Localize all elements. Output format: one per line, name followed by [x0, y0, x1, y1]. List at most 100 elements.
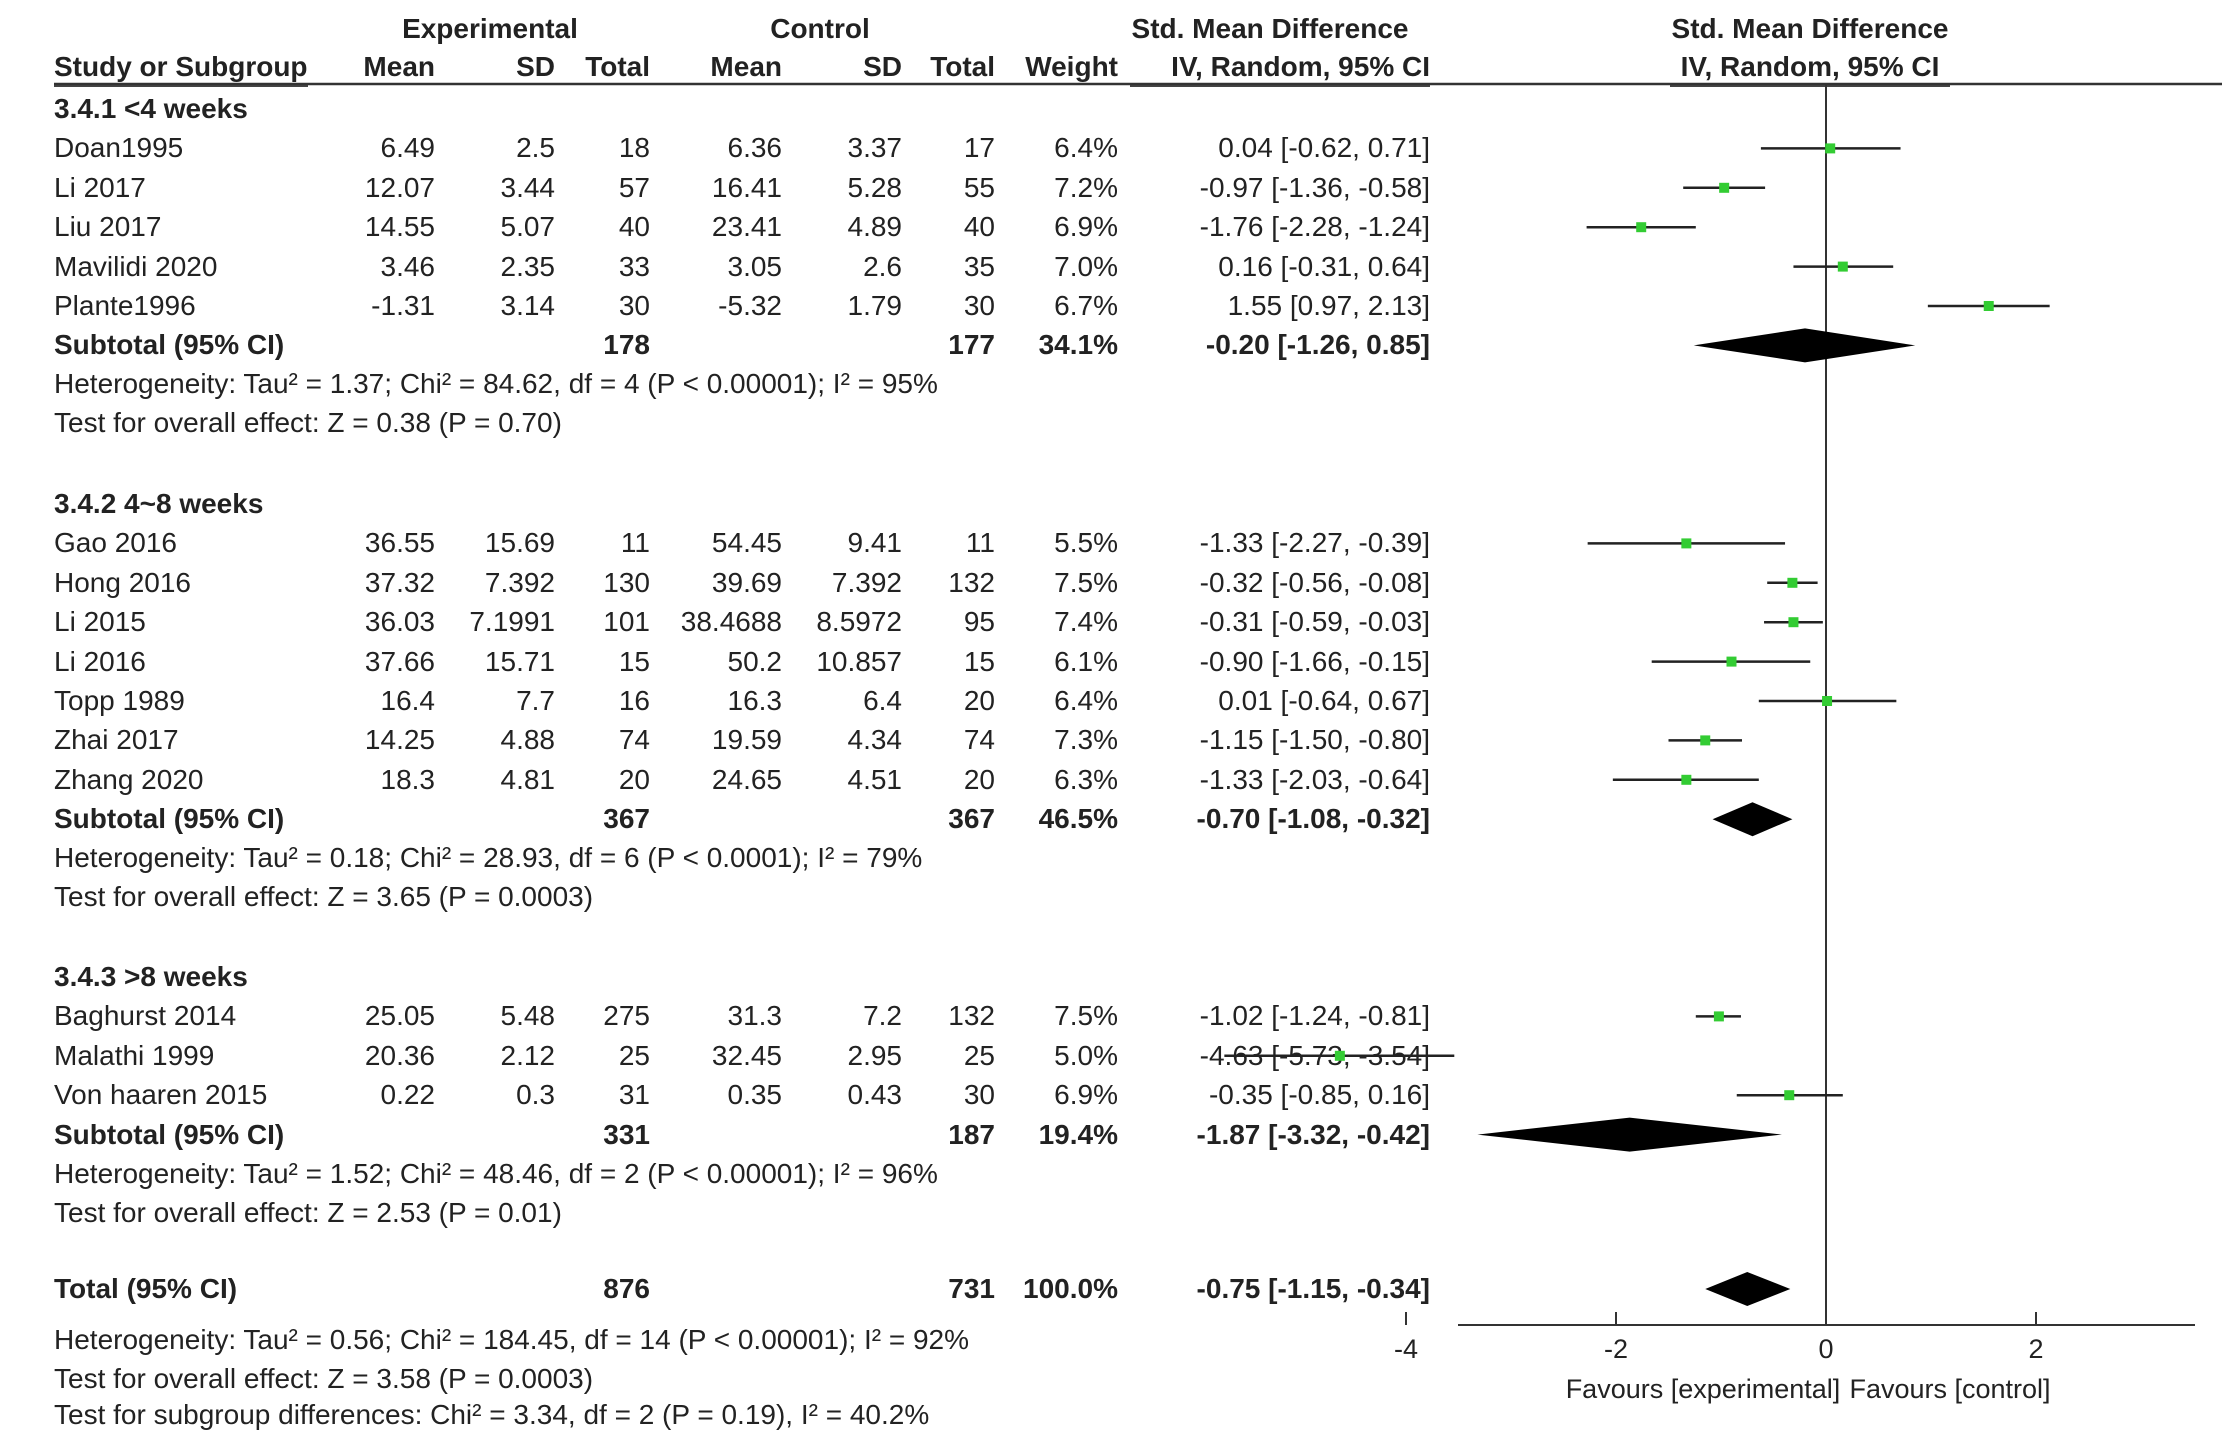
study-total-c: 35	[963, 250, 995, 282]
total-ci: -0.75 [-1.15, -0.34]	[1196, 1273, 1430, 1304]
study-total-e: 33	[618, 250, 650, 282]
study-sd-c: 4.89	[847, 211, 903, 243]
sd-e-header: SD	[516, 51, 555, 82]
study-total-c: 17	[963, 132, 995, 164]
study-mean-c: 32.45	[711, 1039, 782, 1071]
method-header: IV, Random, 95% CI	[1130, 50, 1430, 87]
study-mean-e: 3.46	[380, 250, 436, 282]
study-mean-c: 24.65	[711, 763, 782, 795]
study-ci: 0.16 [-0.31, 0.64]	[1218, 250, 1430, 282]
study-total-c: 132	[948, 1000, 995, 1032]
study-total-c: 20	[963, 763, 995, 795]
total-heterogeneity: Heterogeneity: Tau² = 0.56; Chi² = 184.4…	[54, 1324, 970, 1355]
study-mean-e: 20.36	[364, 1039, 435, 1071]
study-weight: 6.9%	[1054, 211, 1118, 243]
study-sd-e: 4.88	[500, 724, 556, 756]
study-ci: -0.32 [-0.56, -0.08]	[1199, 566, 1430, 598]
study-total-e: 30	[618, 290, 650, 321]
study-mean-e: 6.49	[380, 132, 436, 164]
subtotal-total-c: 367	[948, 803, 995, 835]
study-name: Baghurst 2014	[54, 1000, 237, 1032]
study-total-e: 20	[618, 763, 650, 795]
study-mean-e: 36.03	[364, 606, 435, 638]
study-mean-c: -5.32	[718, 290, 782, 321]
study-name: Von haaren 2015	[54, 1079, 268, 1111]
study-mean-c: 50.2	[727, 645, 783, 677]
study-total-c: 20	[963, 685, 995, 716]
study-total-e: 18	[618, 132, 650, 164]
study-total-c: 30	[963, 1079, 995, 1111]
subtotal-ci: -0.70 [-1.08, -0.32]	[1196, 803, 1430, 835]
smd-plot-header: Std. Mean Difference	[1671, 13, 1949, 44]
subtotal-label: Subtotal (95% CI)	[54, 803, 285, 835]
study-sd-e: 5.07	[500, 211, 556, 243]
pooled-diamond	[1477, 1117, 1782, 1152]
study-sd-e: 0.3	[516, 1079, 555, 1111]
study-sd-e: 5.48	[500, 1000, 556, 1032]
study-sd-c: 4.34	[847, 724, 903, 756]
study-total-c: 25	[963, 1039, 995, 1071]
point-estimate	[1681, 774, 1692, 785]
study-mean-e: 18.3	[380, 763, 436, 795]
study-total-e: 275	[603, 1000, 650, 1032]
study-total-e: 31	[618, 1079, 650, 1111]
subtotal-total-c: 177	[948, 329, 995, 361]
point-estimate	[1784, 1090, 1795, 1101]
group-heterogeneity: Heterogeneity: Tau² = 1.52; Chi² = 48.46…	[54, 1157, 938, 1189]
study-sd-c: 4.51	[847, 763, 903, 795]
study-weight: 7.3%	[1054, 724, 1118, 756]
point-estimate	[1822, 696, 1833, 706]
subtotal-total-e: 331	[603, 1118, 650, 1150]
study-weight: 6.4%	[1054, 685, 1118, 716]
study-mean-e: 37.66	[364, 645, 435, 677]
study-total-c: 40	[963, 211, 995, 243]
study-mean-e: 12.07	[364, 171, 435, 203]
group-title: 3.4.3 >8 weeks	[54, 961, 248, 992]
study-name: Zhang 2020	[54, 763, 204, 795]
study-sd-e: 7.1991	[469, 606, 555, 638]
point-estimate	[1719, 182, 1730, 193]
study-total-c: 30	[963, 290, 995, 321]
study-total-c: 55	[963, 171, 995, 203]
study-sd-e: 4.81	[500, 763, 556, 795]
study-ci: -0.35 [-0.85, 0.16]	[1208, 1079, 1430, 1111]
study-total-e: 16	[618, 685, 650, 716]
study-weight: 6.7%	[1054, 290, 1118, 321]
total-label: Total (95% CI)	[54, 1273, 238, 1304]
study-sd-e: 2.12	[500, 1039, 556, 1071]
study-mean-c: 16.41	[711, 171, 782, 203]
total-weight: 100.0%	[1023, 1273, 1118, 1304]
group-heterogeneity: Heterogeneity: Tau² = 0.18; Chi² = 28.93…	[54, 842, 923, 874]
study-name: Topp 1989	[54, 685, 185, 716]
study-mean-c: 23.41	[711, 211, 782, 243]
study-weight: 5.0%	[1054, 1039, 1118, 1071]
point-estimate	[1837, 261, 1848, 272]
study-total-c: 11	[965, 527, 995, 559]
point-estimate	[1713, 1011, 1724, 1022]
study-sd-e: 15.69	[484, 527, 555, 559]
study-total-e: 25	[618, 1039, 650, 1071]
smd-header: Std. Mean Difference	[1131, 13, 1409, 44]
study-name: Zhai 2017	[54, 724, 179, 756]
study-sd-e: 7.7	[516, 685, 555, 716]
study-name: Malathi 1999	[54, 1039, 215, 1071]
subgroup-differences: Test for subgroup differences: Chi² = 3.…	[54, 1399, 930, 1430]
study-mean-e: 14.55	[364, 211, 435, 243]
study-sd-e: 7.392	[484, 566, 555, 598]
study-mean-c: 38.4688	[680, 606, 782, 638]
study-ci: -1.33 [-2.27, -0.39]	[1199, 527, 1430, 559]
study-total-e: 74	[618, 724, 650, 756]
study-mean-e: -1.31	[371, 290, 435, 321]
study-weight: 7.5%	[1054, 566, 1118, 598]
study-name: Hong 2016	[54, 566, 192, 598]
study-weight: 7.5%	[1054, 1000, 1118, 1032]
pooled-diamond	[1693, 328, 1916, 363]
study-name: Li 2015	[54, 606, 146, 638]
study-ci: 0.04 [-0.62, 0.71]	[1218, 132, 1430, 164]
study-total-e: 57	[618, 171, 650, 203]
group-overall-effect: Test for overall effect: Z = 3.65 (P = 0…	[54, 881, 594, 913]
study-sd-e: 3.44	[500, 171, 556, 203]
study-name: Plante1996	[54, 290, 196, 321]
study-weight: 7.2%	[1054, 171, 1118, 203]
